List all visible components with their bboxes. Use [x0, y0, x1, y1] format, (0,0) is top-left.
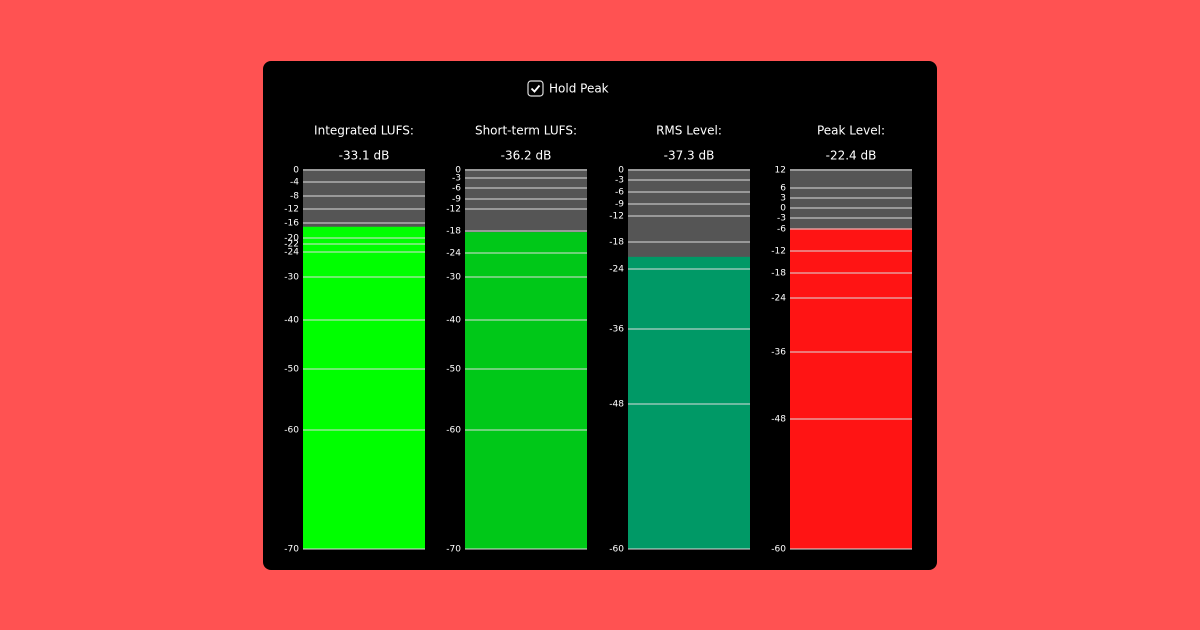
tick-label: -18 [446, 227, 461, 237]
tick-label: 0 [293, 166, 299, 176]
tick-label: -60 [446, 426, 461, 436]
tick-label: -24 [609, 265, 624, 275]
tick-label: -40 [446, 316, 461, 326]
tick-label: -8 [290, 192, 299, 202]
tick-label: 0 [618, 166, 624, 176]
tick-label: -24 [284, 248, 299, 258]
tick-label: -24 [771, 294, 786, 304]
tick-label: -24 [446, 249, 461, 259]
tick-label: -6 [452, 184, 461, 194]
meter-fill [628, 256, 750, 549]
tick-label: -48 [771, 415, 786, 425]
tick-label: -36 [771, 348, 786, 358]
tick-label: -12 [771, 247, 786, 257]
meter-reading: -37.3 dB [664, 149, 715, 163]
meter-fill [303, 226, 425, 549]
tick-label: -30 [446, 273, 461, 283]
tick-label: -40 [284, 316, 299, 326]
tick-label: 12 [775, 166, 786, 176]
tick-label: -3 [615, 176, 624, 186]
checkbox-label[interactable]: Hold Peak [549, 82, 609, 96]
tick-label: -36 [609, 325, 624, 335]
tick-label: -18 [609, 238, 624, 248]
meter-fill [465, 232, 587, 549]
checkmark [530, 84, 541, 93]
tick-label: 3 [780, 194, 786, 204]
meter-fill [790, 228, 912, 549]
hold-peak-toggle[interactable]: Hold Peak [527, 80, 609, 97]
tick-label: -70 [284, 545, 299, 555]
tick-label: -3 [777, 214, 786, 224]
tick-label: -3 [452, 174, 461, 184]
tick-label: -12 [609, 212, 624, 222]
tick-label: -60 [284, 426, 299, 436]
tick-label: -70 [446, 545, 461, 555]
tick-label: -9 [452, 195, 461, 205]
tick-label: -50 [284, 365, 299, 375]
meter-reading: -33.1 dB [339, 149, 390, 163]
tick-label: 6 [780, 184, 786, 194]
tick-label: -60 [771, 545, 786, 555]
tick-label: -12 [446, 205, 461, 215]
tick-label: -50 [446, 365, 461, 375]
tick-label: -30 [284, 273, 299, 283]
meter-title: Integrated LUFS: [314, 124, 414, 138]
tick-label: -20 [284, 234, 299, 244]
meter-title: Short-term LUFS: [475, 124, 577, 138]
tick-label: -12 [284, 205, 299, 215]
meter-title: Peak Level: [817, 124, 885, 138]
tick-label: -6 [777, 225, 786, 235]
tick-label: -16 [284, 219, 299, 229]
tick-label: -6 [615, 188, 624, 198]
tick-label: -22 [284, 240, 299, 250]
meter-reading: -22.4 dB [826, 149, 877, 163]
tick-label: -4 [290, 178, 299, 188]
tick-label: -60 [609, 545, 624, 555]
tick-label: -9 [615, 200, 624, 210]
meter-title: RMS Level: [656, 124, 722, 138]
tick-label: -18 [771, 269, 786, 279]
checkbox[interactable] [527, 80, 544, 97]
tick-label: -48 [609, 400, 624, 410]
panel [263, 61, 937, 570]
meter-reading: -36.2 dB [501, 149, 552, 163]
tick-label: 0 [455, 166, 461, 176]
tick-label: 0 [780, 204, 786, 214]
